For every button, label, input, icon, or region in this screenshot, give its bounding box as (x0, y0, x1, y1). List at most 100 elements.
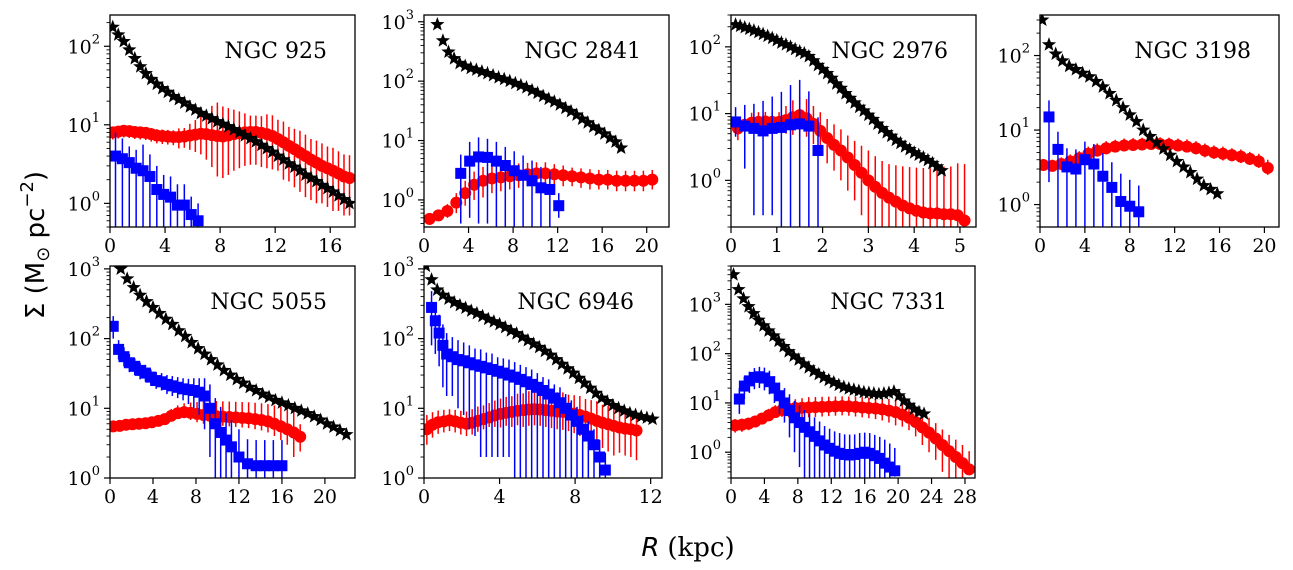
data-point (464, 155, 476, 167)
y-tick-label: 102 (382, 67, 414, 93)
data-point (1133, 206, 1145, 218)
data-point (1075, 65, 1090, 80)
x-tick-label: 0 (104, 235, 116, 257)
data-point (575, 111, 590, 126)
data-point (261, 389, 277, 404)
data-point (497, 71, 512, 86)
x-tick-label: 3 (862, 235, 874, 257)
y-tick-label: 101 (689, 100, 721, 126)
series-h2 (733, 366, 901, 478)
data-point (120, 271, 135, 285)
data-point (1061, 161, 1073, 173)
y-tick-label: 102 (68, 325, 100, 351)
data-point (1062, 58, 1077, 73)
data-point (580, 115, 595, 129)
x-axis-label-symbol: R (641, 533, 659, 563)
data-point (958, 214, 971, 227)
data-point (756, 318, 771, 332)
data-point (1183, 164, 1198, 179)
data-point (314, 177, 330, 192)
data-point (233, 451, 245, 463)
data-point (1234, 150, 1247, 163)
data-point (739, 120, 751, 132)
series-stars (430, 16, 629, 155)
data-point (165, 316, 180, 331)
data-point (1261, 161, 1274, 174)
series-h2 (455, 137, 565, 227)
data-point (1196, 178, 1211, 192)
x-tick-label: 12 (546, 235, 570, 257)
data-point (537, 343, 553, 358)
data-point (190, 341, 206, 355)
data-point (582, 430, 594, 442)
data-point (583, 172, 596, 185)
data-point (177, 95, 192, 109)
data-point (145, 299, 161, 314)
data-point (602, 130, 618, 145)
data-point (774, 35, 789, 49)
data-point (751, 24, 766, 39)
data-point (116, 33, 131, 48)
data-point (871, 386, 887, 401)
data-point (435, 33, 451, 47)
data-point (433, 327, 445, 339)
data-point (544, 183, 556, 195)
data-point (755, 26, 771, 41)
data-point (530, 85, 545, 100)
data-point (1203, 181, 1218, 196)
data-point (178, 328, 193, 343)
x-tick-label: 0 (1034, 235, 1046, 257)
data-point (486, 364, 498, 376)
data-point (1207, 146, 1220, 159)
data-point (876, 386, 892, 400)
data-point (792, 44, 807, 58)
data-point (326, 419, 341, 434)
data-point (494, 171, 507, 184)
data-point (165, 191, 177, 203)
data-point (801, 48, 816, 63)
data-point (741, 299, 756, 313)
data-point (133, 59, 148, 73)
data-point (458, 300, 473, 315)
data-point (110, 320, 119, 332)
data-point (751, 312, 766, 327)
data-point (332, 423, 348, 437)
data-point (797, 45, 812, 60)
data-point (276, 460, 288, 472)
data-point (1225, 149, 1238, 162)
data-point (824, 70, 839, 85)
x-tick-label: 4 (494, 486, 506, 508)
data-point (881, 385, 897, 399)
data-point (761, 323, 776, 337)
data-point (113, 266, 128, 275)
data-point (548, 392, 560, 404)
x-tick-label: 8 (792, 486, 804, 508)
data-point (216, 362, 232, 377)
data-point (309, 173, 324, 188)
data-point (1043, 111, 1055, 123)
data-point (331, 188, 346, 202)
data-point (249, 383, 264, 397)
data-point (144, 170, 156, 182)
data-point (137, 165, 149, 177)
series-stars (113, 266, 354, 441)
data-point (902, 141, 917, 156)
series-stars (424, 266, 660, 426)
data-point (118, 351, 130, 363)
data-point (560, 402, 572, 414)
data-point (906, 401, 922, 416)
data-point (600, 394, 615, 408)
data-point (897, 139, 913, 153)
x-tick-label: 8 (1124, 235, 1136, 257)
data-point (250, 460, 262, 472)
data-point (435, 287, 451, 302)
data-point (1082, 69, 1097, 83)
data-point (731, 267, 741, 281)
data-point (1169, 153, 1185, 168)
x-tick-label: 1 (771, 235, 783, 257)
data-point (446, 51, 462, 65)
data-point (557, 169, 570, 182)
panel-title: NGC 5055 (210, 290, 327, 315)
data-point (509, 326, 524, 340)
data-point (806, 363, 821, 378)
